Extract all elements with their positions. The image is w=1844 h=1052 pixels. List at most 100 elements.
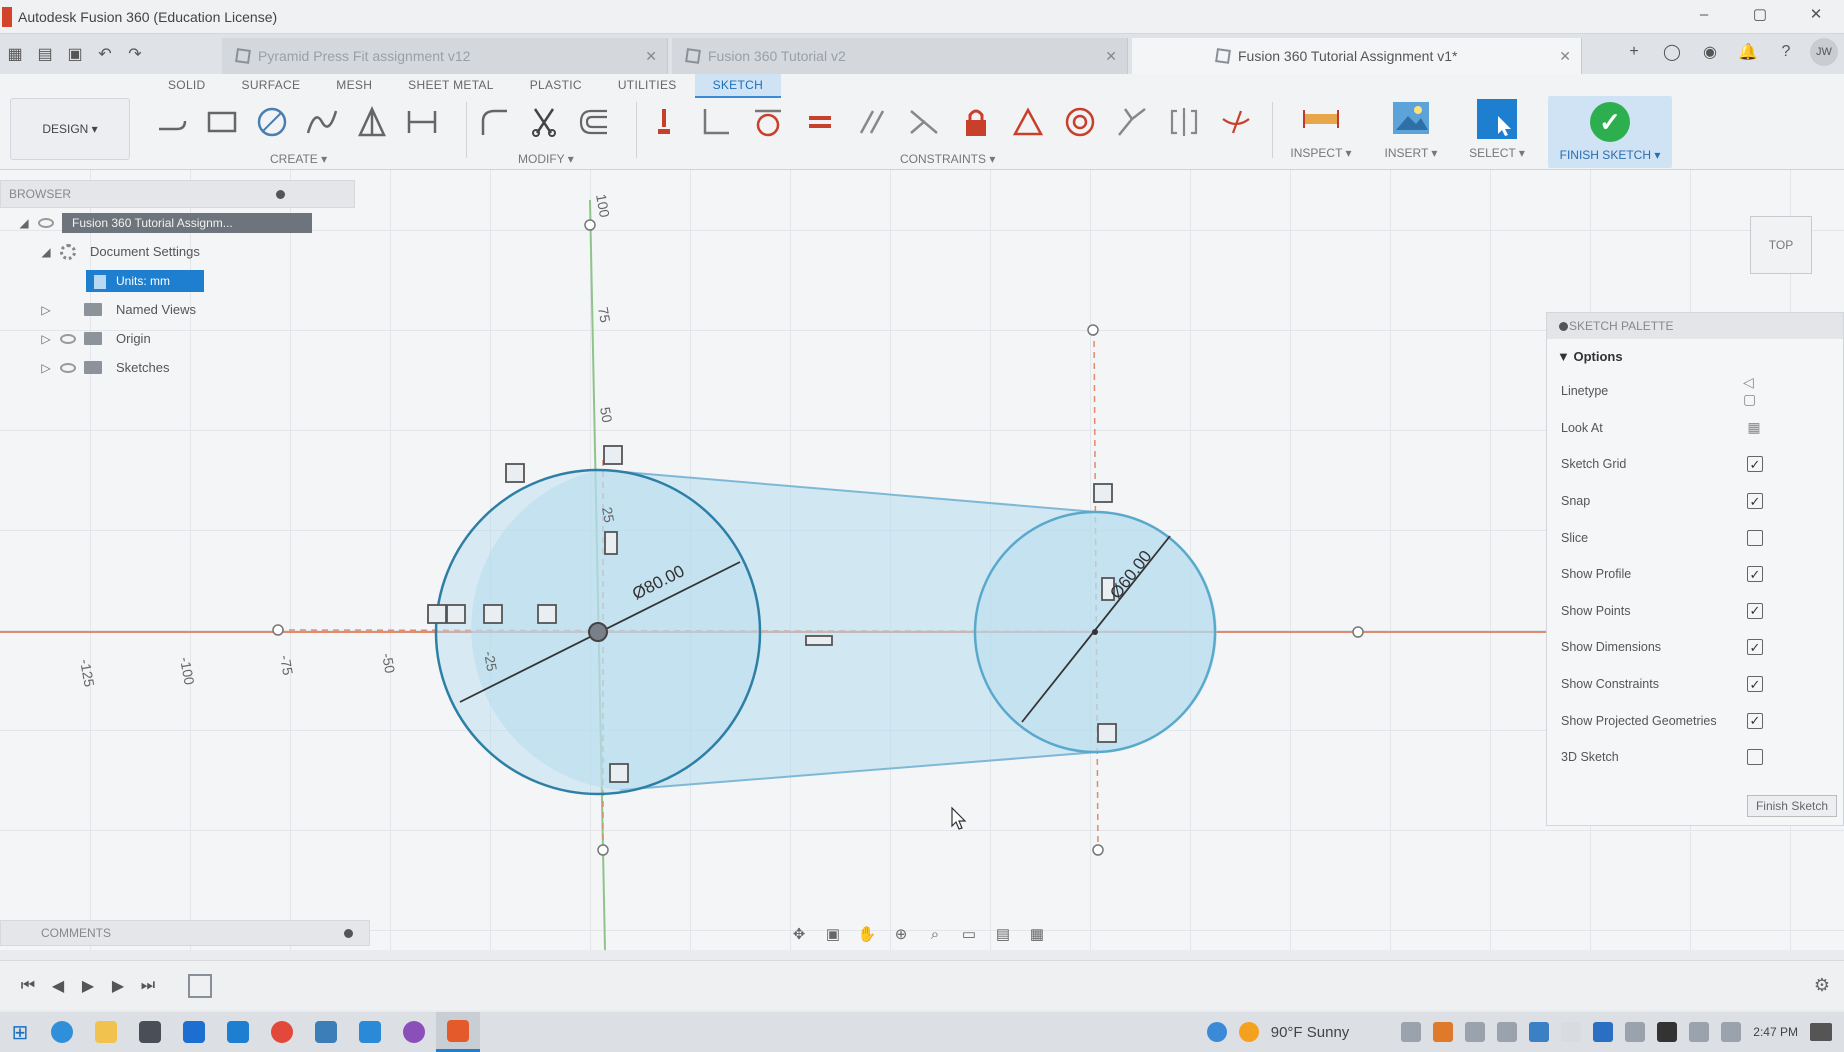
close-tab-icon[interactable]: ✕ (645, 47, 657, 64)
display-tray-icon[interactable] (1625, 1022, 1646, 1042)
fillet-tool-icon[interactable] (474, 102, 514, 142)
file-menu-icon[interactable]: ▤ (37, 46, 53, 63)
document-tab-pyramid[interactable]: Pyramid Press Fit assignment v12 ✕ (222, 38, 668, 74)
tangent-icon[interactable] (748, 102, 788, 142)
document-tab-assignment[interactable]: Fusion 360 Tutorial Assignment v1* ✕ (1132, 38, 1582, 74)
browser-item-named-views[interactable]: ▷ Named Views (0, 295, 355, 324)
tab-plastic[interactable]: PLASTIC (529, 78, 582, 92)
expand-triangle-icon[interactable]: ▷ (41, 331, 51, 346)
browser-item-origin[interactable]: ▷ Origin (0, 324, 355, 353)
circle-tool-icon[interactable] (252, 102, 292, 142)
taskbar-app-calculator[interactable] (128, 1012, 172, 1052)
taskbar-app-fusion360[interactable] (436, 1012, 480, 1052)
step-back-icon[interactable]: ◀ (51, 977, 65, 995)
tab-solid[interactable]: SOLID (168, 78, 206, 92)
symmetry-icon[interactable] (1164, 102, 1204, 142)
onedrive-tray-icon[interactable] (1593, 1022, 1614, 1042)
spline-tool-icon[interactable] (302, 102, 342, 142)
options-section-header[interactable]: ▼ Options (1547, 339, 1843, 373)
sync-tray-icon[interactable] (1401, 1022, 1422, 1042)
sketch-point[interactable] (584, 219, 596, 231)
app-grid-icon[interactable]: ▦ (7, 46, 23, 63)
visibility-eye-icon[interactable] (38, 217, 54, 228)
small-circle-center-point[interactable] (1092, 629, 1098, 635)
rectangle-tool-icon[interactable] (202, 102, 242, 142)
curvature-icon[interactable] (1216, 102, 1256, 142)
volume-icon[interactable] (1721, 1022, 1742, 1042)
document-tab-tutorial[interactable]: Fusion 360 Tutorial v2 ✕ (672, 38, 1128, 74)
workspace-selector[interactable]: DESIGN ▾ (10, 98, 130, 160)
create-menu[interactable]: CREATE ▾ (270, 152, 328, 166)
horizontal-constraint-icon[interactable] (446, 604, 466, 624)
show-projected-geometries-checkbox[interactable]: ✓ (1747, 712, 1763, 729)
line-tool-icon[interactable] (152, 102, 192, 142)
timeline-settings-gear-icon[interactable]: ⚙ (1813, 975, 1830, 995)
sketch-point[interactable] (272, 624, 284, 636)
notifications-icon[interactable]: 🔔 (1738, 44, 1758, 61)
pin-icon[interactable] (276, 189, 285, 199)
extensions-icon[interactable]: ◯ (1663, 44, 1681, 61)
timeline-sketch-feature-icon[interactable] (188, 973, 212, 998)
minimize-button[interactable]: – (1699, 5, 1709, 23)
horizontal-constraint-icon[interactable] (537, 604, 557, 624)
look-at-icon[interactable]: ▦ (1747, 419, 1761, 436)
3d-sketch-checkbox[interactable] (1747, 749, 1763, 766)
vertical-constraint-icon[interactable] (1101, 577, 1115, 601)
construction-linetype-icon[interactable]: ◁ ▢ (1743, 374, 1757, 408)
grid-settings-icon[interactable]: ▤ (995, 926, 1011, 943)
taskbar-app-store[interactable] (304, 1012, 348, 1052)
tangent-constraint-icon[interactable] (505, 463, 525, 483)
tangent-constraint-icon[interactable] (1093, 483, 1113, 503)
concentric-icon[interactable] (1060, 102, 1100, 142)
security-tray-icon[interactable] (1497, 1022, 1518, 1042)
tangent-constraint-icon[interactable] (609, 763, 629, 783)
taskbar-app-vscode[interactable] (348, 1012, 392, 1052)
browser-item-document-settings[interactable]: ◢ Document Settings (0, 237, 355, 266)
sketch-point[interactable] (1087, 324, 1099, 336)
sketch-grid-checkbox[interactable]: ✓ (1747, 456, 1763, 473)
taskbar-app-chrome[interactable] (260, 1012, 304, 1052)
palette-finish-sketch-button[interactable]: Finish Sketch (1746, 795, 1837, 817)
sketch-canvas[interactable]: Ø80.00 Ø60.00 -125 -100 -75 -50 -25 100 … (0, 170, 1844, 950)
equal-icon[interactable] (800, 102, 840, 142)
viewports-icon[interactable]: ▦ (1029, 926, 1045, 943)
orbit-icon[interactable]: ✥ (792, 926, 806, 943)
parallel-icon[interactable] (852, 102, 892, 142)
windows-start-icon[interactable]: ⊞ (11, 1021, 29, 1044)
sketch-point[interactable] (1092, 844, 1104, 856)
show-constraints-checkbox[interactable]: ✓ (1747, 676, 1763, 693)
close-tab-icon[interactable]: ✕ (1559, 47, 1571, 64)
save-icon[interactable]: ▣ (67, 46, 83, 63)
collinear-icon[interactable] (904, 102, 944, 142)
taskbar-app-mail[interactable] (216, 1012, 260, 1052)
small-diameter-leader[interactable] (1021, 535, 1171, 723)
job-status-icon[interactable]: ◉ (1703, 44, 1717, 61)
sketch-palette-header[interactable]: SKETCH PALETTE (1547, 313, 1843, 339)
help-icon[interactable]: ? (1781, 43, 1791, 60)
show-dimensions-checkbox[interactable]: ✓ (1747, 639, 1763, 656)
step-forward-icon[interactable]: ▶ (111, 977, 125, 995)
browser-header[interactable]: BROWSER (0, 180, 355, 208)
construction-line[interactable] (1093, 329, 1099, 851)
network-adapter-tray-icon[interactable] (1465, 1022, 1486, 1042)
redo-icon[interactable]: ↷ (128, 46, 142, 63)
constraints-menu[interactable]: CONSTRAINTS ▾ (900, 152, 996, 166)
close-button[interactable]: ✕ (1809, 6, 1823, 23)
expand-triangle-icon[interactable]: ▷ (41, 302, 51, 317)
maximize-button[interactable]: ▢ (1752, 6, 1768, 23)
pan-hand-icon[interactable]: ✋ (857, 926, 877, 943)
wifi-icon[interactable] (1689, 1022, 1710, 1042)
equal-constraint-icon[interactable] (805, 635, 833, 646)
visibility-eye-icon[interactable] (60, 333, 76, 344)
fix-lock-icon[interactable] (956, 102, 996, 142)
help-tray-icon[interactable] (1206, 1022, 1227, 1042)
notification-center-icon[interactable] (1810, 1023, 1832, 1041)
system-clock[interactable]: 2:47 PM (1753, 1025, 1798, 1039)
select-menu[interactable]: SELECT ▾ (1462, 96, 1532, 164)
mirror-tool-icon[interactable] (352, 102, 392, 142)
finish-sketch-button[interactable]: ✓ FINISH SKETCH ▾ (1548, 96, 1672, 168)
visibility-eye-icon[interactable] (60, 362, 76, 373)
bluetooth-tray-icon[interactable] (1529, 1022, 1550, 1042)
sketch-drawing[interactable]: Ø80.00 Ø60.00 -125 -100 -75 -50 -25 100 … (0, 170, 1844, 950)
close-tab-icon[interactable]: ✕ (1105, 47, 1117, 64)
